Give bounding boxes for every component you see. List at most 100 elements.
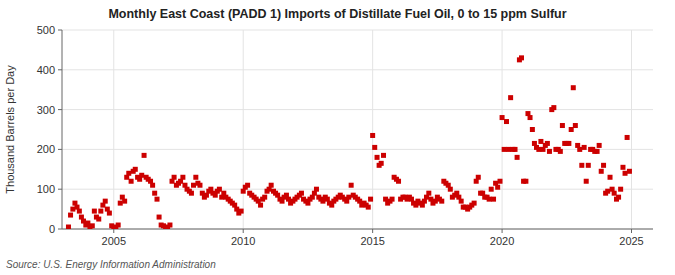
grid-line-x [113,30,114,229]
point [528,115,533,120]
point [239,209,244,214]
y-tick [58,229,62,230]
point [379,161,384,166]
grid [62,30,653,229]
point [193,175,198,180]
point [586,163,591,168]
point [439,199,444,204]
background [0,0,675,275]
x-tick-label: 2010 [231,235,255,247]
x-tick [631,229,632,233]
point [116,223,121,228]
point [472,201,477,206]
point [245,183,250,188]
point [551,105,556,110]
chart: 200520102015202020250100200300400500Thou… [0,0,675,275]
point [122,199,127,204]
point [538,139,543,144]
point [299,191,304,196]
point [157,215,162,220]
point [167,223,172,228]
point [530,127,535,132]
point [126,171,131,176]
point [155,197,160,202]
point [107,211,112,216]
point [180,175,185,180]
point [139,173,144,178]
x-tick [113,229,114,233]
grid-line-y [62,30,653,31]
point [448,187,453,192]
x-tick [502,229,503,233]
point [571,85,576,90]
x-tick [243,229,244,233]
point [558,149,563,154]
y-tick-label: 400 [37,64,55,76]
y-tick [58,189,62,190]
grid-line-y [62,189,653,190]
point [349,183,354,188]
point [191,183,196,188]
point [152,191,157,196]
point [623,171,628,176]
point [573,123,578,128]
y-tick [58,149,62,150]
y-tick-label: 200 [37,143,55,155]
point [314,187,319,192]
point [346,195,351,200]
point [504,119,509,124]
point [476,175,481,180]
source-note: Source: U.S. Energy Information Administ… [6,259,216,270]
x-axis-line [62,229,653,230]
point [584,179,589,184]
point [487,197,492,202]
point [426,191,431,196]
point [498,179,503,184]
point [459,199,464,204]
point [506,147,511,152]
point [370,133,375,138]
point [620,165,625,170]
point [133,167,138,172]
point [560,123,565,128]
point [523,179,528,184]
point [381,153,386,158]
point [98,209,103,214]
point [605,189,610,194]
point [625,135,630,140]
point [627,169,632,174]
point [515,155,520,160]
point [96,217,101,222]
x-tick [372,229,373,233]
y-tick-label: 100 [37,183,55,195]
point [502,147,507,152]
points [66,55,632,229]
point [519,55,524,60]
point [489,187,494,192]
point [372,145,377,150]
chart-container: 200520102015202020250100200300400500Thou… [0,0,675,275]
y-axis-line [62,30,63,229]
point [366,205,371,210]
point [189,191,194,196]
point [150,183,155,188]
x-tick-label: 2020 [490,235,514,247]
point [545,141,550,146]
point [390,197,395,202]
y-tick-label: 500 [37,24,55,36]
point [258,203,263,208]
point [197,183,202,188]
point [599,169,604,174]
y-tick [58,109,62,110]
point [616,195,621,200]
point [491,197,496,202]
grid-line-x [631,30,632,229]
point [396,179,401,184]
point [103,199,108,204]
point [90,223,95,228]
point [577,147,582,152]
grid-line-y [62,69,653,70]
x-tick-label: 2025 [619,235,643,247]
point [579,163,584,168]
point [77,209,82,214]
